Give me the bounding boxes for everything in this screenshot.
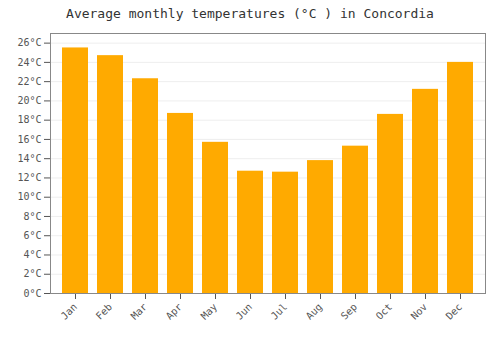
svg-text:0°C: 0°C [23,288,41,299]
svg-text:22°C: 22°C [17,76,41,87]
svg-text:24°C: 24°C [17,57,41,68]
svg-text:Nov: Nov [409,301,430,322]
svg-text:14°C: 14°C [17,153,41,164]
svg-text:26°C: 26°C [17,37,41,48]
svg-text:10°C: 10°C [17,191,41,202]
svg-text:Jun: Jun [234,301,255,322]
svg-text:12°C: 12°C [17,172,41,183]
svg-text:8°C: 8°C [23,211,41,222]
svg-text:16°C: 16°C [17,134,41,145]
svg-text:2°C: 2°C [23,268,41,279]
svg-text:Feb: Feb [94,301,115,322]
svg-text:Sep: Sep [339,301,360,322]
svg-text:Apr: Apr [164,301,185,322]
svg-text:18°C: 18°C [17,114,41,125]
svg-text:Mar: Mar [129,301,150,322]
svg-text:4°C: 4°C [23,249,41,260]
svg-text:May: May [199,301,220,322]
svg-text:Jan: Jan [59,301,80,322]
svg-text:Jul: Jul [269,301,290,322]
svg-text:6°C: 6°C [23,230,41,241]
svg-text:Aug: Aug [304,301,325,322]
svg-text:Oct: Oct [374,301,395,322]
svg-text:20°C: 20°C [17,95,41,106]
svg-text:Dec: Dec [444,301,465,322]
html-text:Average monthly temperatures (: Average monthly temperatures (°C ) in Co… [66,6,434,21]
